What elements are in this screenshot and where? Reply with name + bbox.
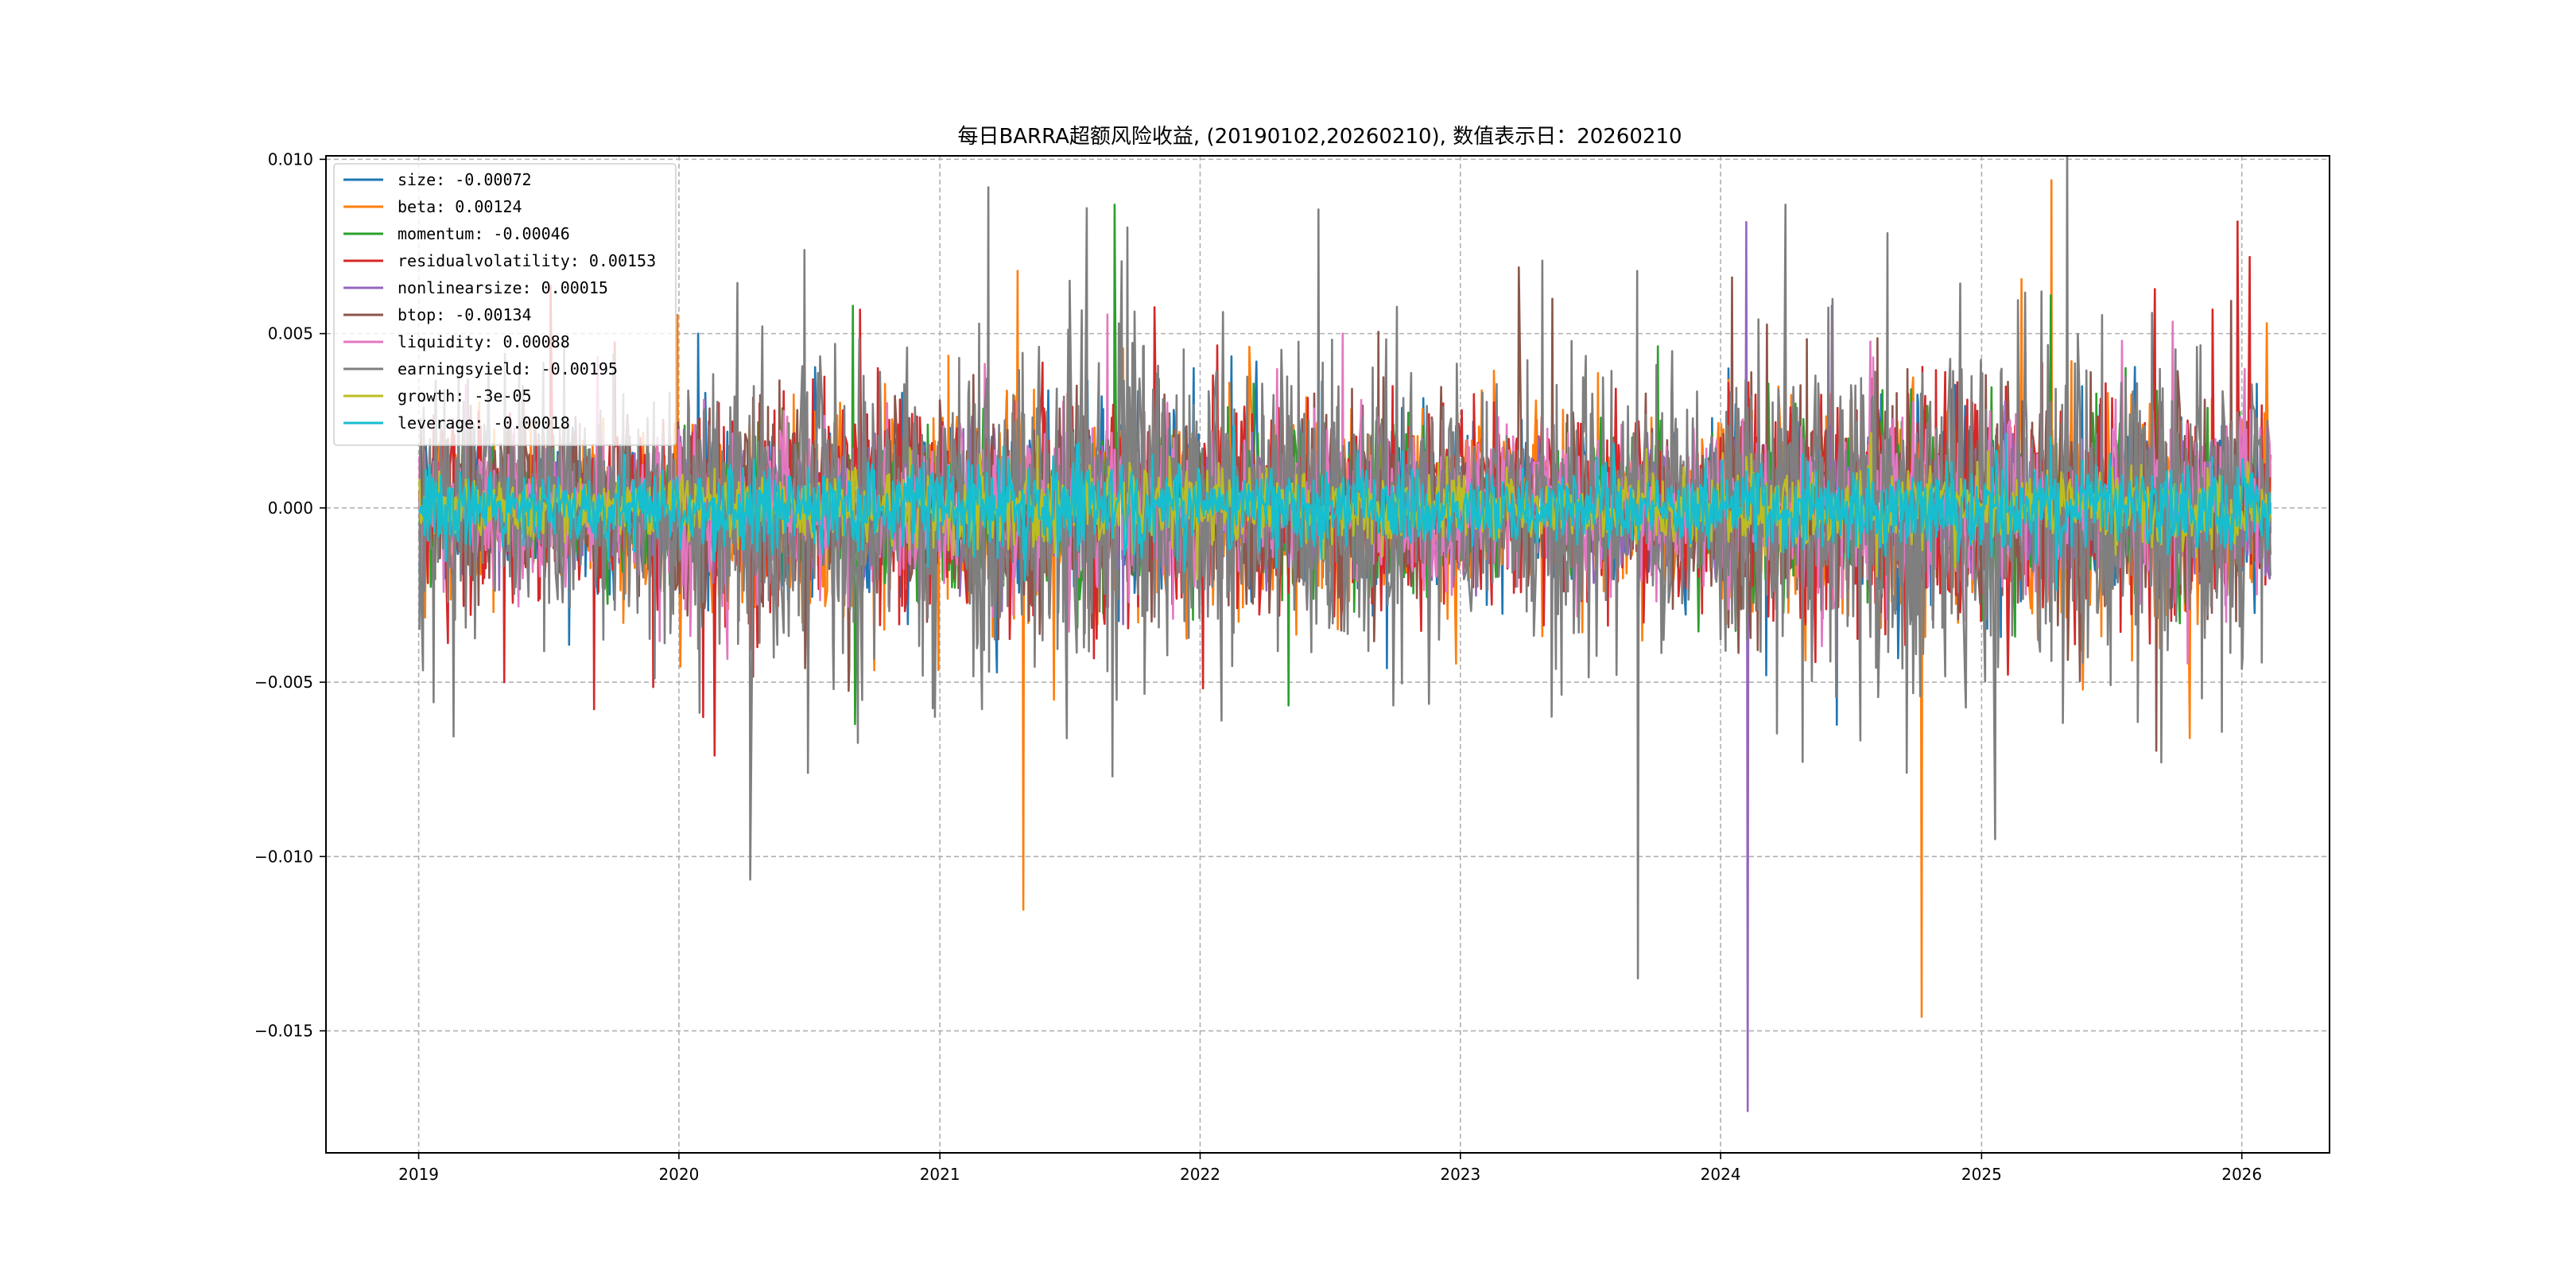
legend-label: growth: -3e-05	[398, 386, 532, 405]
series-line-earningsyield	[418, 156, 2271, 980]
legend-label: momentum: -0.00046	[398, 224, 570, 243]
x-tick-label: 2020	[658, 1165, 699, 1184]
x-tick-label: 2023	[1440, 1165, 1480, 1184]
x-tick-label: 2019	[398, 1165, 439, 1184]
x-tick-label: 2025	[1961, 1165, 2002, 1184]
legend-label: residualvolatility: 0.00153	[398, 251, 656, 270]
legend-label: earningsyield: -0.00195	[398, 359, 618, 378]
legend-label: btop: -0.00134	[398, 305, 532, 324]
legend-box	[333, 163, 677, 446]
legend-label: liquidity: 0.00088	[398, 332, 570, 351]
y-tick-label: −0.005	[254, 673, 313, 692]
legend-label: nonlinearsize: 0.00015	[398, 278, 608, 297]
x-tick-label: 2021	[920, 1165, 960, 1184]
y-tick-label: −0.015	[254, 1022, 313, 1041]
y-tick-label: −0.010	[254, 847, 313, 866]
x-tick-label: 2024	[1701, 1165, 1741, 1184]
y-tick-label: 0.000	[268, 499, 313, 518]
legend: size: -0.00072 beta: 0.00124 momentum: -0.…	[333, 163, 677, 446]
y-tick-label: 0.010	[268, 149, 313, 169]
chart-title: 每日BARRA超额风险收益, (20190102,20260210), 数值表示…	[957, 125, 1682, 149]
series-line-leverage	[418, 425, 2271, 592]
y-axis: 0.010 0.005 0.000 −0.005 −0.010 −0.015	[254, 149, 326, 1041]
y-tick-label: 0.005	[268, 324, 313, 343]
x-tick-label: 2026	[2221, 1165, 2262, 1184]
plot-area	[418, 156, 2271, 1112]
legend-label: size: -0.00072	[398, 170, 532, 189]
legend-label: beta: 0.00124	[398, 197, 522, 216]
x-axis: 2019 2020 2021 2022 2023 2024 2025 2026	[398, 1153, 2262, 1184]
x-tick-label: 2022	[1180, 1165, 1220, 1184]
legend-label: leverage: -0.00018	[398, 413, 570, 433]
axes-frame	[325, 155, 2330, 1154]
